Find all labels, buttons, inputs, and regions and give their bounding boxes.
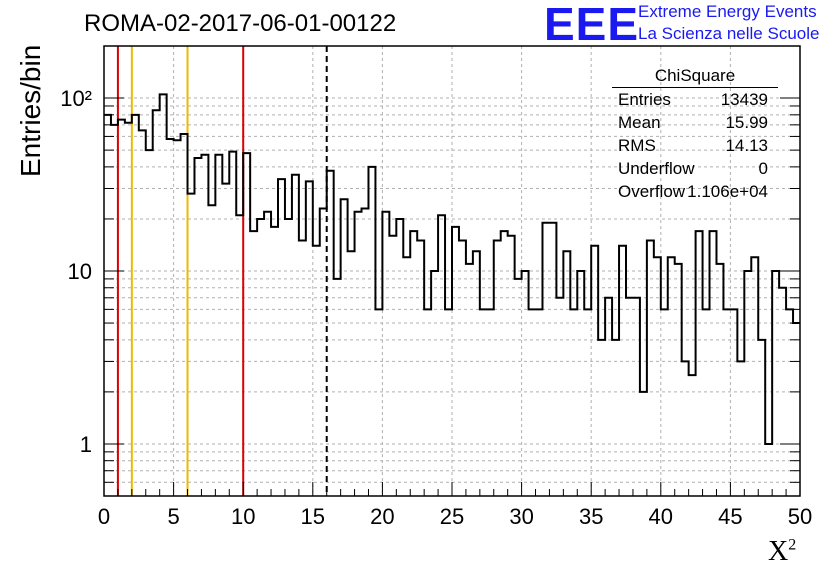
x-tick-label: 35 (579, 504, 603, 529)
marker-lines (116, 46, 328, 496)
eee-logo: EEE (544, 0, 640, 50)
stats-title: ChiSquare (612, 66, 778, 88)
histogram-series (104, 93, 800, 445)
axis-ticks: 0 5 10 15 20 25 30 35 40 45 50 1 10 10² (60, 45, 812, 529)
y-tick-label: 10² (60, 86, 92, 111)
y-axis-label: Entries/bin (15, 44, 46, 177)
stats-row-mean: Mean 15.99 (618, 113, 768, 132)
y-tick-label: 1 (80, 432, 92, 457)
x-tick-label: 30 (509, 504, 533, 529)
x-tick-label: 20 (370, 504, 394, 529)
x-tick-label: 25 (440, 504, 464, 529)
y-tick-label: 10 (68, 259, 92, 284)
x-axis-label: X2 (768, 536, 797, 567)
stats-box: ChiSquare Entries 13439 Mean 15.99 RMS 14.1… (612, 66, 778, 205)
x-tick-label: 15 (301, 504, 325, 529)
x-tick-label: 45 (718, 504, 742, 529)
x-tick-label: 10 (231, 504, 255, 529)
stats-row-underflow: Underflow 0 (618, 159, 768, 178)
stats-row-rms: RMS 14.13 (618, 136, 768, 155)
stats-row-overflow: Overflow 1.106e+04 (618, 182, 768, 201)
x-tick-label: 50 (788, 504, 812, 529)
logo-text-line2: La Scienza nelle Scuole (638, 24, 820, 43)
stats-row-entries: Entries 13439 (618, 90, 768, 109)
logo-text-line1: Extreme Energy Events (638, 2, 817, 21)
plot-title: ROMA-02-2017-06-01-00122 (84, 10, 397, 37)
x-tick-label: 0 (98, 504, 110, 529)
x-tick-label: 40 (649, 504, 673, 529)
x-tick-label: 5 (167, 504, 179, 529)
